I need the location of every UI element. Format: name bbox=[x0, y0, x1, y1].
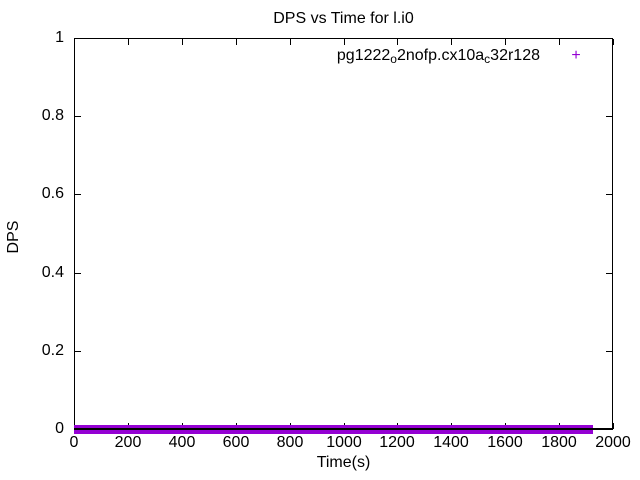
y-tick-label: 0.8 bbox=[41, 107, 64, 124]
x-tick-bottom bbox=[613, 423, 614, 429]
x-tick-label: 200 bbox=[114, 434, 142, 451]
x-tick-top bbox=[182, 39, 183, 45]
x-tick-label: 1200 bbox=[379, 434, 415, 451]
x-tick-top bbox=[559, 39, 560, 45]
y-tick-left bbox=[75, 273, 81, 274]
x-tick-top bbox=[613, 39, 614, 45]
x-tick-label: 1800 bbox=[541, 434, 577, 451]
legend-text-segment: 32r128 bbox=[490, 47, 540, 64]
x-tick-label: 800 bbox=[276, 434, 304, 451]
x-tick-top bbox=[344, 39, 345, 45]
plot-area bbox=[74, 38, 613, 430]
y-tick-left bbox=[75, 194, 81, 195]
x-tick-label: 400 bbox=[168, 434, 196, 451]
data-series-band bbox=[74, 425, 593, 434]
legend-text-subscript: o bbox=[390, 52, 397, 66]
x-tick-label: 600 bbox=[222, 434, 250, 451]
y-tick-label: 0 bbox=[55, 420, 64, 437]
legend-text-segment: 2nofp.cx10a bbox=[396, 47, 485, 64]
y-tick-right bbox=[606, 273, 612, 274]
legend-text-subscript: c bbox=[484, 52, 491, 66]
x-tick-top bbox=[128, 39, 129, 45]
y-tick-label: 0.6 bbox=[41, 185, 64, 202]
x-tick-label: 1400 bbox=[433, 434, 469, 451]
chart-title: DPS vs Time for l.i0 bbox=[273, 10, 414, 27]
x-tick-label: 0 bbox=[69, 434, 79, 451]
y-tick-label: 0.2 bbox=[41, 342, 64, 359]
y-tick-left bbox=[75, 351, 81, 352]
x-tick-top bbox=[505, 39, 506, 45]
x-axis-title: Time(s) bbox=[316, 454, 371, 471]
y-tick-label: 0.4 bbox=[41, 264, 64, 281]
legend-plus-marker-icon: + bbox=[571, 47, 581, 64]
x-tick-top bbox=[236, 39, 237, 45]
x-tick-label: 1600 bbox=[487, 434, 523, 451]
legend-text-segment: pg1222 bbox=[336, 47, 391, 64]
x-tick-label: 2000 bbox=[595, 434, 631, 451]
x-tick-top bbox=[397, 39, 398, 45]
legend-label: pg1222o2nofp.cx10ac32r128 bbox=[140, 47, 540, 65]
y-tick-label: 1 bbox=[55, 29, 64, 46]
y-tick-right bbox=[606, 194, 612, 195]
y-tick-right bbox=[606, 116, 612, 117]
y-tick-left bbox=[75, 116, 81, 117]
x-tick-top bbox=[290, 39, 291, 45]
x-tick-top bbox=[451, 39, 452, 45]
y-tick-right bbox=[606, 351, 612, 352]
x-axis-line bbox=[74, 428, 613, 430]
x-tick-label: 1000 bbox=[326, 434, 362, 451]
